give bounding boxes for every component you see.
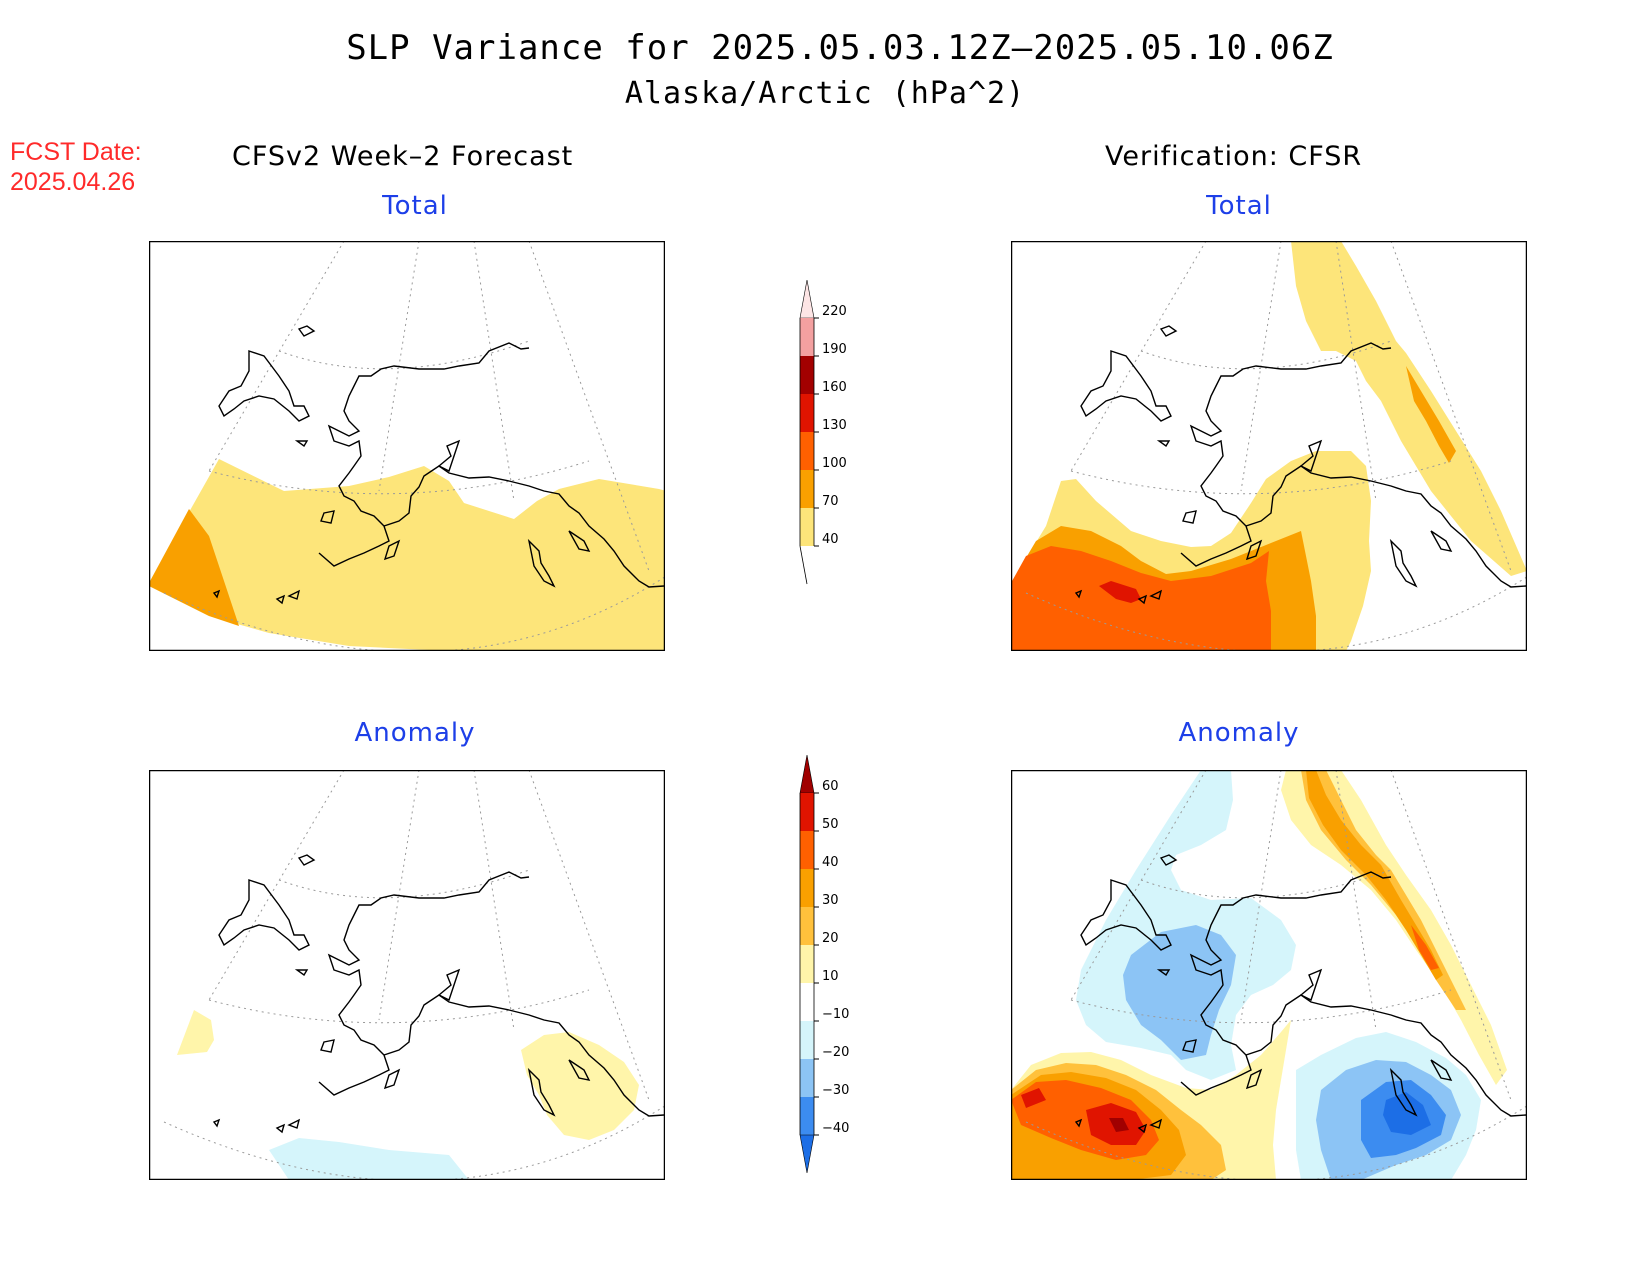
map-forecast-total	[149, 241, 665, 651]
colorbar-tick-label: 30	[822, 893, 839, 908]
colorbar-tick-label: 50	[822, 817, 839, 832]
coastline	[1074, 325, 1527, 605]
colorbar-tick-label: −40	[822, 1121, 849, 1136]
colorbar-swatch	[800, 793, 814, 831]
shade-10-20-east	[521, 1032, 639, 1140]
colorbar-swatch	[800, 983, 814, 1021]
colorbar-tick-label: 100	[822, 456, 847, 471]
colorbar-swatch	[800, 470, 814, 508]
colorbar-swatch	[800, 1021, 814, 1059]
main-title: SLP Variance for 2025.05.03.12Z–2025.05.…	[346, 28, 1334, 68]
map-forecast-anomaly	[149, 770, 665, 1180]
colorbar-tick-label: −20	[822, 1045, 849, 1060]
colorbar-tick-label: 40	[822, 855, 839, 870]
panel-title-forecast-total: Total	[382, 191, 448, 221]
colorbar-swatch	[800, 318, 814, 356]
colorbar-top-arrow	[799, 755, 815, 794]
panel-title-verification-anomaly: Anomaly	[1178, 718, 1300, 748]
colorbar-tick-label: 60	[822, 779, 839, 794]
colorbar-swatch	[800, 432, 814, 470]
map-frame	[149, 241, 665, 651]
colorbar-top-arrow	[799, 280, 815, 319]
shade-above-60-sw	[1109, 1118, 1129, 1132]
colorbar-tick-label: 40	[822, 532, 839, 547]
colorbar-swatch	[800, 356, 814, 394]
colorbar-tick-label: 10	[822, 969, 839, 984]
shade-10-20-west	[177, 1010, 214, 1055]
colorbar-swatch	[800, 907, 814, 945]
map-frame	[1011, 770, 1527, 1180]
shade-30-40-ne	[1306, 770, 1443, 980]
colorbar-tick-label: 160	[822, 380, 847, 395]
panel-title-verification-total: Total	[1206, 191, 1272, 221]
coastline	[1074, 854, 1527, 1134]
colorbar-tick-label: 190	[822, 342, 847, 357]
colorbar-swatch	[800, 1097, 814, 1135]
shade-50-60-sw-edge	[1021, 1088, 1046, 1108]
colorbar-frame	[799, 793, 815, 1135]
coastline	[212, 854, 665, 1134]
shade-130-160	[1099, 581, 1141, 603]
forecast-date-value: 2025.04.26	[10, 168, 136, 196]
colorbar-bottom-arrow	[799, 1134, 815, 1174]
forecast-date-block: FCST Date: 2025.04.26	[10, 137, 142, 197]
colorbar-tick-label: 130	[822, 418, 847, 433]
colorbar-swatch	[800, 831, 814, 869]
map-frame	[149, 770, 665, 1180]
colorbar-anomaly: −40 −30 −20 −10 10 20 30 40 50 60	[799, 755, 849, 1174]
colorbar-swatch	[800, 508, 814, 546]
colorbar-tick-label: −10	[822, 1007, 849, 1022]
colorbar-swatch	[800, 1059, 814, 1097]
panel-title-forecast-anomaly: Anomaly	[354, 718, 476, 748]
forecast-date-label: FCST Date:	[10, 138, 142, 166]
shade-below-minus40-se	[1383, 1092, 1431, 1135]
map-verification-anomaly	[1011, 770, 1527, 1180]
shade-minus10-minus20	[269, 1138, 469, 1180]
shade-40-50-ne	[1411, 925, 1439, 970]
shade-70-100-north	[1406, 366, 1456, 463]
colorbar-tick-label: −30	[822, 1083, 849, 1098]
main-subtitle: Alaska/Arctic (hPa^2)	[624, 76, 1026, 111]
shade-40-70	[149, 459, 665, 651]
map-verification-total	[1011, 241, 1527, 651]
colorbar-swatch	[800, 869, 814, 907]
colorbar-tick-label: 220	[822, 304, 847, 319]
colorbar-tick-label: 20	[822, 931, 839, 946]
map-frame	[1011, 241, 1527, 651]
colorbar-swatch	[800, 394, 814, 432]
shade-40-70-north	[1291, 241, 1527, 576]
forecast-column-title: CFSv2 Week–2 Forecast	[232, 141, 574, 172]
colorbar-total: 40 70 100 130 160 190 220	[799, 280, 847, 585]
coastline	[212, 325, 665, 605]
colorbar-bottom-arrow	[799, 545, 808, 585]
colorbar-tick-label: 70	[822, 494, 839, 509]
colorbar-swatch	[800, 945, 814, 983]
verification-column-title: Verification: CFSR	[1105, 141, 1363, 172]
